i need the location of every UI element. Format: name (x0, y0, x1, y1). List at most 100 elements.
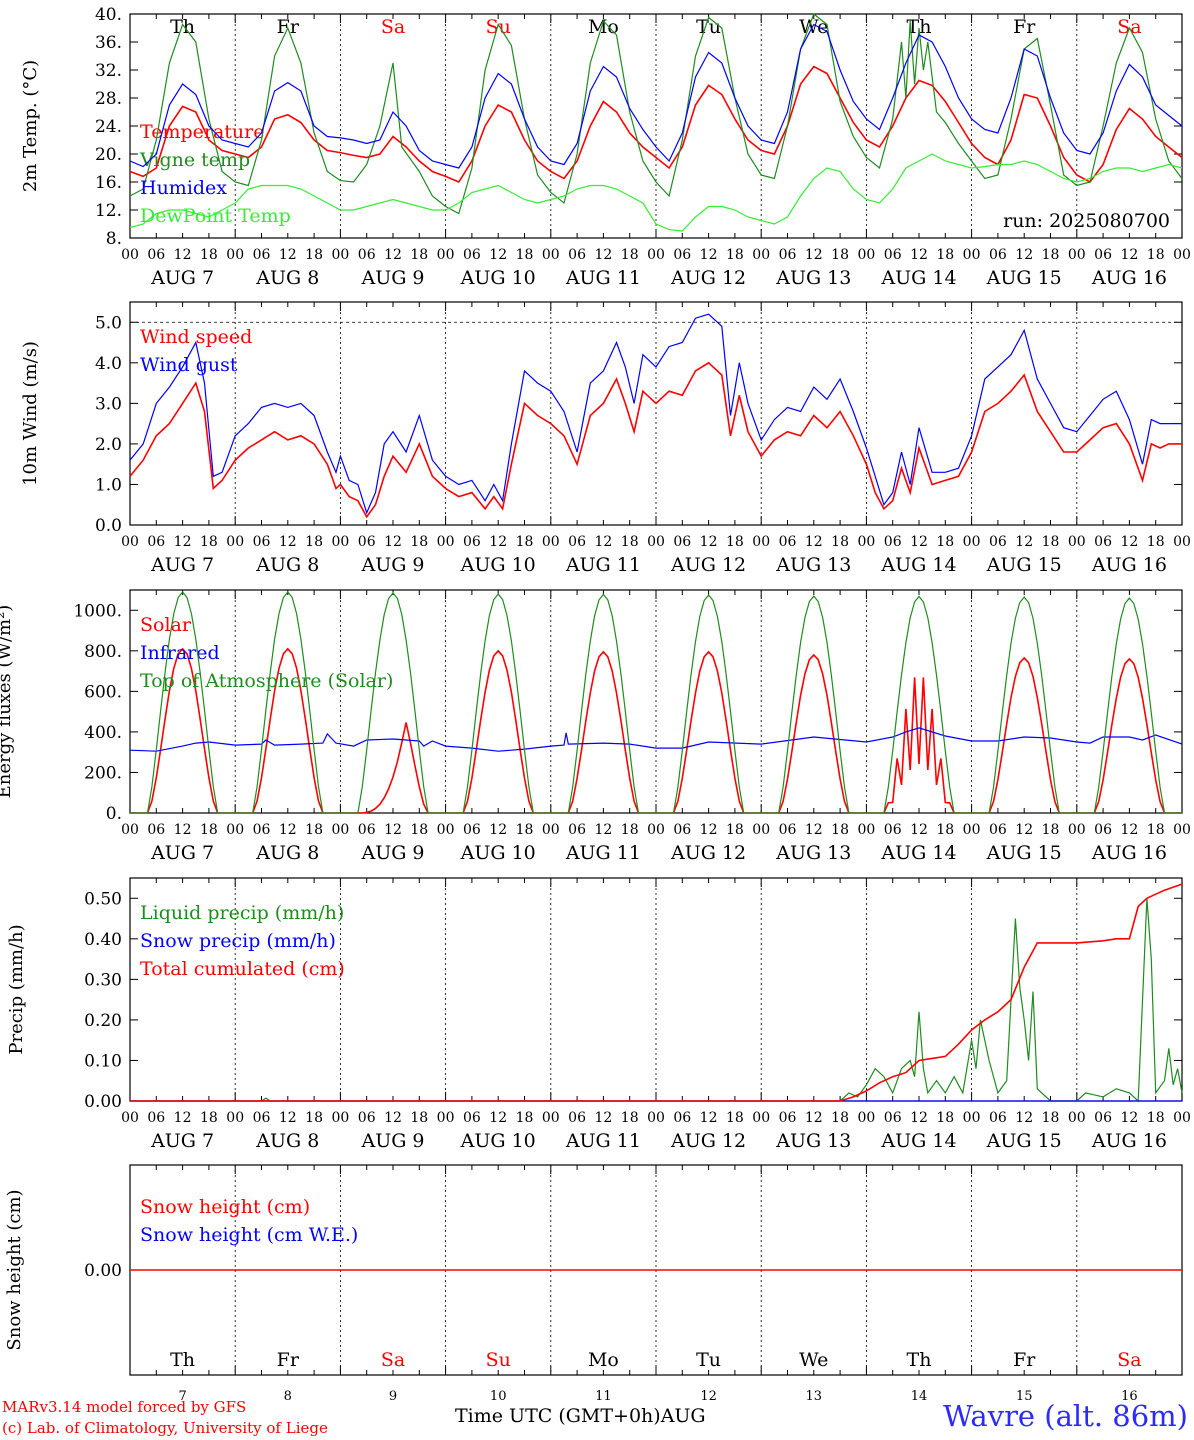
hour-tick-label: 00 (752, 1110, 770, 1126)
date-label: AUG 14 (880, 1130, 956, 1152)
series-line-temperature (129, 65, 1183, 184)
y-tick-label: 1.0 (95, 475, 122, 495)
date-label: AUG 9 (360, 267, 424, 289)
hour-tick-label: 00 (1173, 822, 1191, 838)
hour-tick-label: 12 (279, 247, 297, 263)
day-number-label: 8 (284, 1389, 292, 1404)
y-axis-label: 10m Wind (m/s) (20, 341, 41, 486)
hour-tick-label: 06 (358, 1110, 376, 1126)
hour-tick-label: 06 (253, 822, 271, 838)
hour-tick-label: 18 (1147, 1110, 1165, 1126)
hour-tick-label: 18 (200, 1110, 218, 1126)
hour-tick-label: 12 (700, 1110, 718, 1126)
date-label: AUG 9 (360, 1130, 424, 1152)
hour-tick-label: 06 (989, 822, 1007, 838)
day-of-week-label: Th (907, 1349, 932, 1371)
date-label: AUG 9 (360, 554, 424, 576)
y-tick-label: 0.50 (84, 889, 122, 909)
hour-tick-label: 00 (647, 534, 665, 550)
date-label: AUG 10 (460, 267, 536, 289)
y-tick-label: 400. (84, 723, 122, 743)
hour-tick-label: 06 (1094, 534, 1112, 550)
day-of-week-label: Th (907, 16, 932, 38)
hour-tick-label: 12 (805, 534, 823, 550)
date-label: AUG 7 (150, 1130, 214, 1152)
hour-tick-label: 12 (700, 534, 718, 550)
y-tick-label: 0.00 (84, 1261, 122, 1281)
hour-tick-label: 06 (989, 534, 1007, 550)
date-label: AUG 10 (460, 1130, 536, 1152)
hour-tick-label: 06 (463, 822, 481, 838)
date-label: AUG 11 (565, 267, 641, 289)
hour-tick-label: 12 (489, 534, 507, 550)
hour-tick-label: 12 (805, 247, 823, 263)
hour-tick-label: 12 (594, 534, 612, 550)
y-axis-label: Snow height (cm) (4, 1189, 25, 1350)
date-label: AUG 8 (255, 554, 319, 576)
hour-tick-label: 18 (831, 247, 849, 263)
hour-tick-label: 00 (121, 822, 139, 838)
hour-tick-label: 06 (358, 247, 376, 263)
hour-tick-label: 06 (463, 534, 481, 550)
hour-tick-label: 00 (857, 534, 875, 550)
y-tick-label: 8. (106, 229, 122, 249)
date-label: AUG 13 (775, 554, 851, 576)
hour-tick-label: 12 (174, 822, 192, 838)
hour-tick-label: 06 (989, 247, 1007, 263)
hour-tick-label: 00 (752, 534, 770, 550)
date-label: AUG 16 (1091, 1130, 1167, 1152)
hour-tick-label: 00 (647, 247, 665, 263)
day-number-label: 16 (1121, 1389, 1138, 1404)
hour-tick-label: 18 (1042, 534, 1060, 550)
date-label: AUG 10 (460, 554, 536, 576)
hour-tick-label: 12 (805, 822, 823, 838)
hour-tick-label: 18 (200, 534, 218, 550)
legend-entry: Vigne temp (139, 149, 250, 171)
hour-tick-label: 12 (279, 534, 297, 550)
hour-tick-label: 18 (1147, 534, 1165, 550)
hour-tick-label: 18 (726, 822, 744, 838)
y-tick-label: 0.20 (84, 1011, 122, 1031)
day-of-week-label: Mo (588, 1349, 619, 1371)
hour-tick-label: 18 (726, 247, 744, 263)
hour-tick-label: 00 (121, 1110, 139, 1126)
date-label: AUG 13 (775, 1130, 851, 1152)
hour-tick-label: 00 (542, 822, 560, 838)
hour-tick-label: 06 (673, 247, 691, 263)
y-tick-label: 800. (84, 642, 122, 662)
date-label: AUG 15 (986, 842, 1062, 864)
day-number-label: 13 (806, 1389, 823, 1404)
date-label: AUG 12 (670, 842, 746, 864)
legend-entry: Snow precip (mm/h) (140, 930, 336, 952)
legend-entry: DewPoint Temp (140, 205, 291, 227)
hour-tick-label: 12 (700, 822, 718, 838)
hour-tick-label: 06 (779, 822, 797, 838)
date-label: AUG 12 (670, 554, 746, 576)
day-of-week-label: Mo (588, 16, 619, 38)
hour-tick-label: 12 (1120, 534, 1138, 550)
hour-tick-label: 00 (1068, 822, 1086, 838)
hour-tick-label: 12 (489, 247, 507, 263)
hour-tick-label: 06 (1094, 822, 1112, 838)
date-label: AUG 7 (150, 554, 214, 576)
hour-tick-label: 00 (857, 1110, 875, 1126)
hour-tick-label: 18 (410, 1110, 428, 1126)
hour-tick-label: 12 (1015, 247, 1033, 263)
date-label: AUG 14 (880, 842, 956, 864)
hour-tick-label: 00 (752, 247, 770, 263)
day-number-label: 11 (595, 1389, 612, 1404)
date-label: AUG 15 (986, 267, 1062, 289)
y-tick-label: 24. (95, 117, 122, 137)
legend-entry: Wind gust (140, 354, 238, 376)
hour-tick-label: 06 (779, 247, 797, 263)
hour-tick-label: 12 (594, 247, 612, 263)
hour-tick-label: 18 (621, 247, 639, 263)
hour-tick-label: 12 (384, 1110, 402, 1126)
date-label: AUG 16 (1091, 554, 1167, 576)
legend-entry: Infrared (140, 642, 220, 664)
hour-tick-label: 18 (410, 822, 428, 838)
hour-tick-label: 06 (884, 822, 902, 838)
hour-tick-label: 00 (963, 534, 981, 550)
hour-tick-label: 00 (331, 247, 349, 263)
hour-tick-label: 00 (331, 822, 349, 838)
